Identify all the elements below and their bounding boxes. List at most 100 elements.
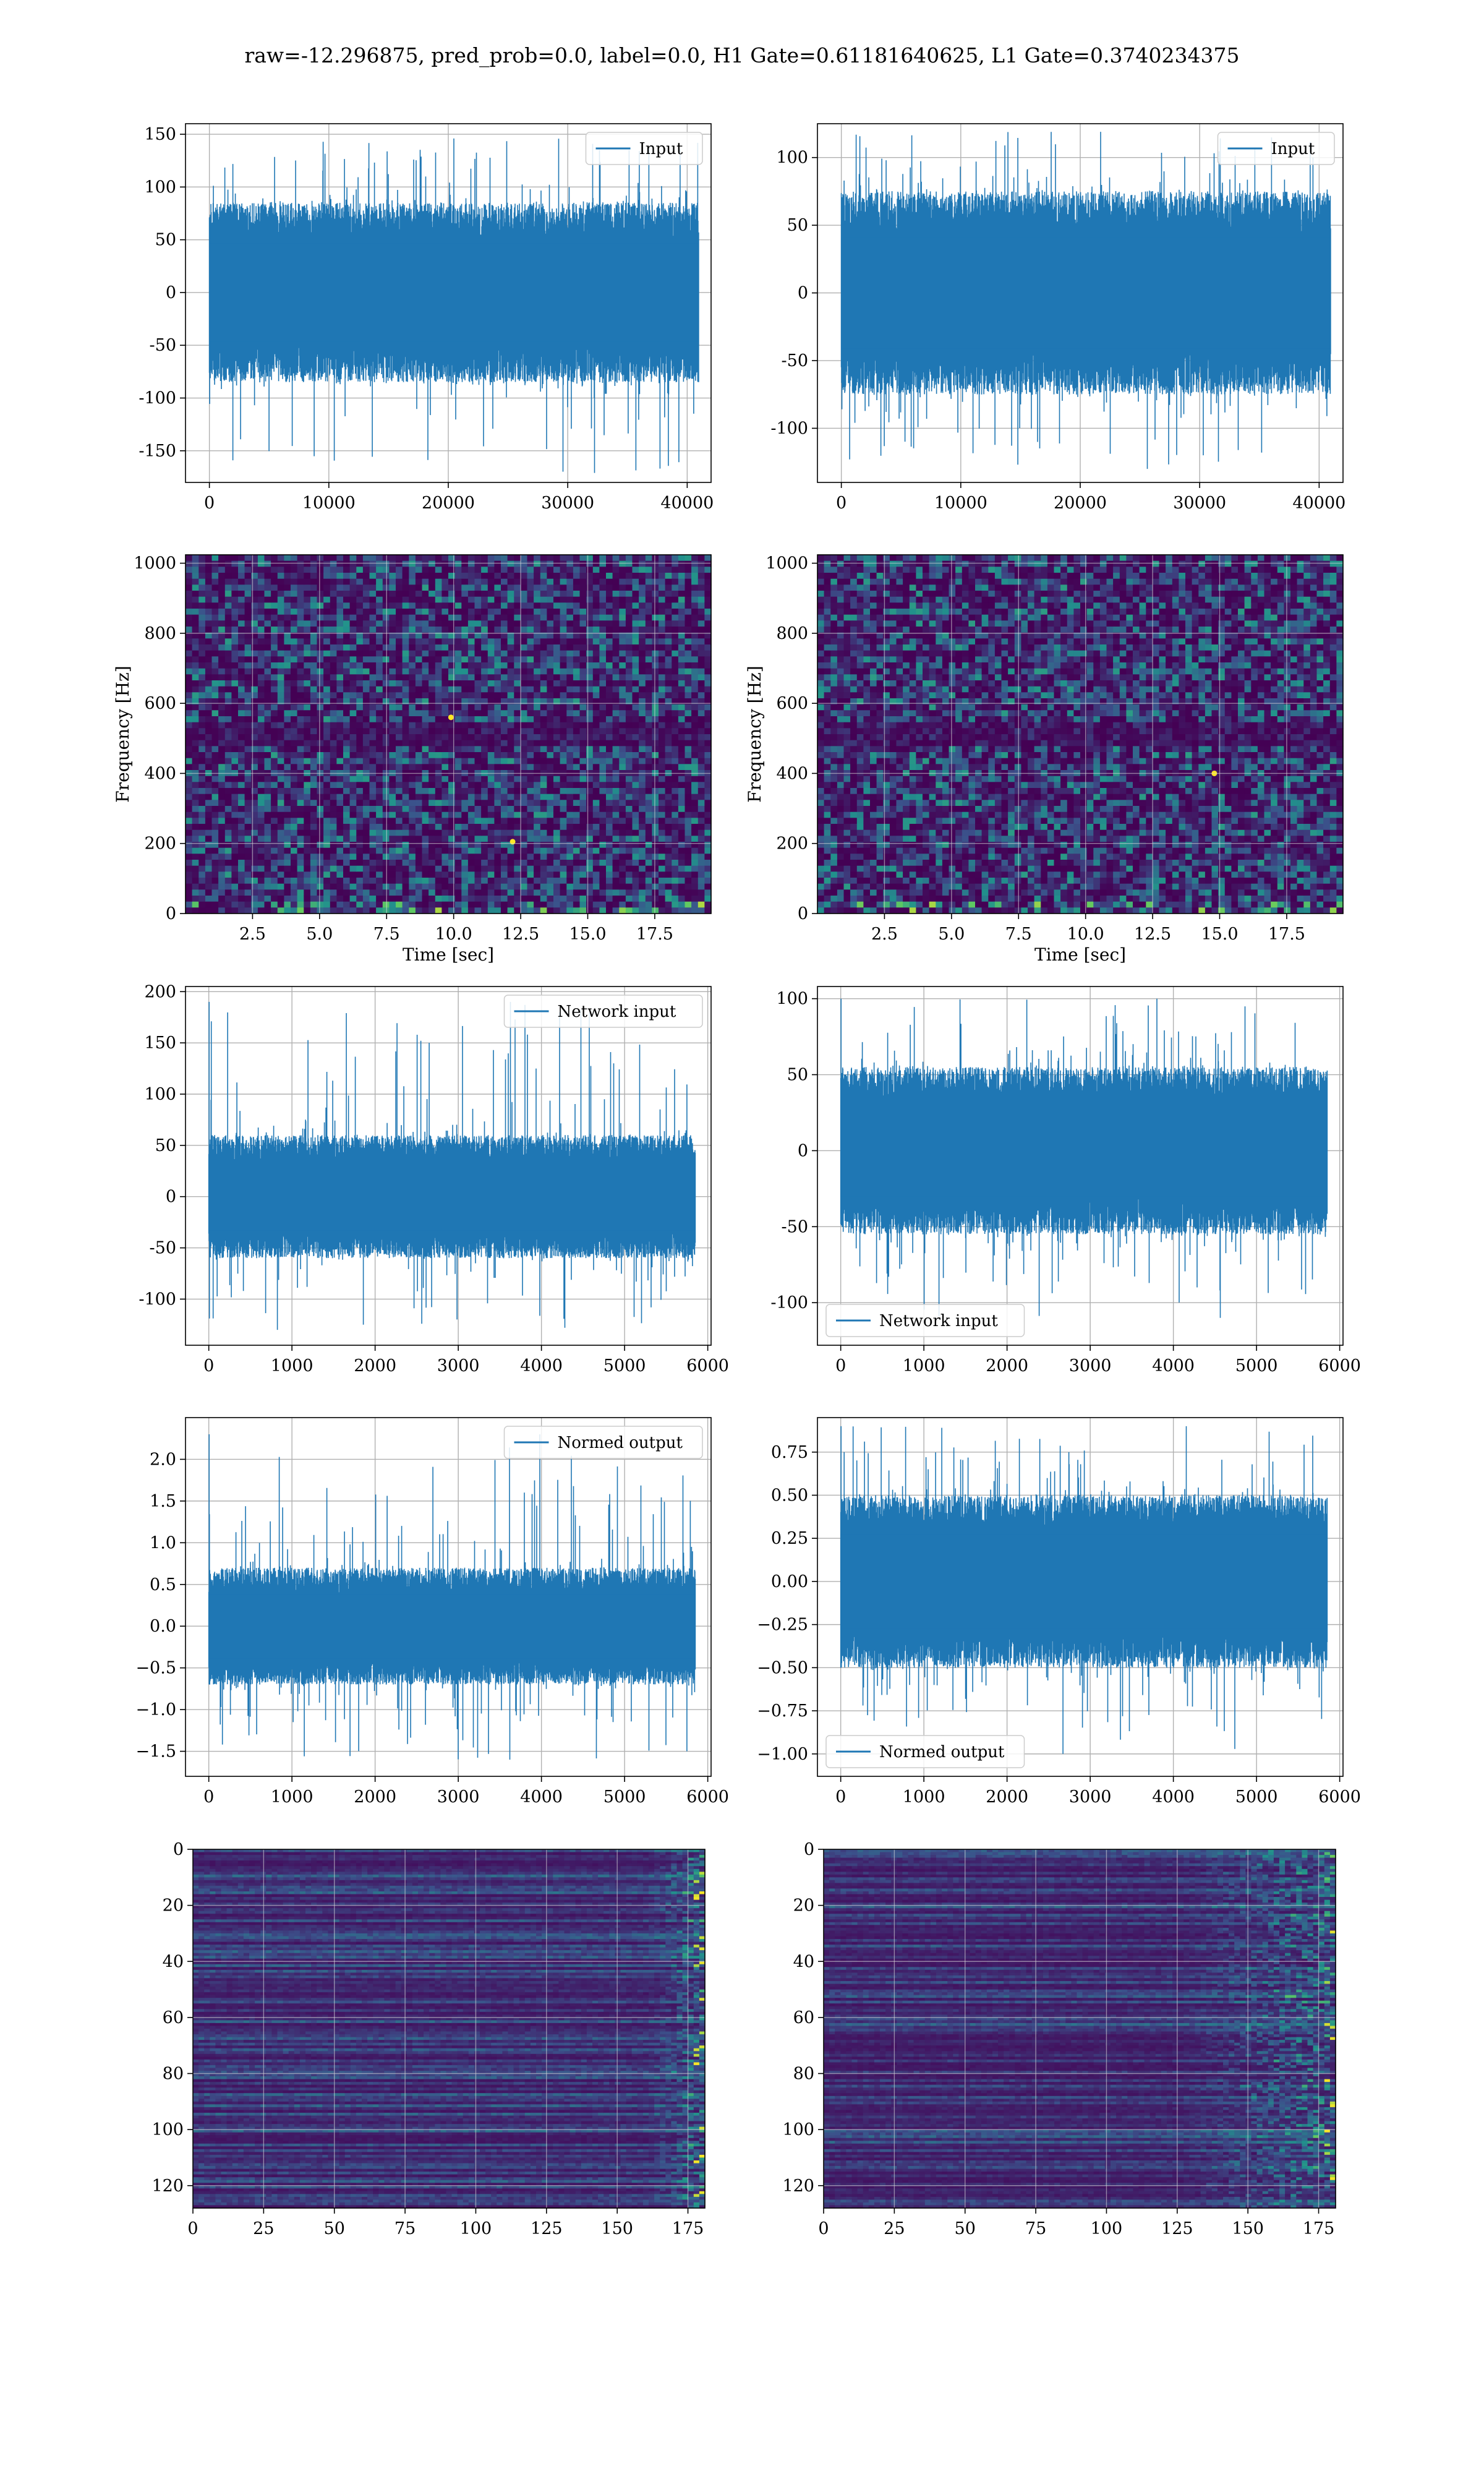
y-tick-label: 40 (793, 1952, 814, 1971)
x-tick-label: 175 (1303, 2219, 1335, 2238)
x-tick-label: 0 (835, 1787, 846, 1807)
y-tick-label: 400 (144, 764, 176, 783)
x-tick-label: 125 (531, 2219, 563, 2238)
legend-label: Input (639, 140, 683, 158)
y-tick-label: 50 (155, 231, 176, 250)
x-tick-label: 40000 (1292, 494, 1345, 513)
y-tick-label: 0.50 (771, 1486, 808, 1505)
y-tick-label: 1.5 (150, 1492, 176, 1511)
x-tick-label: 2000 (986, 1787, 1028, 1807)
subplot-row2-left: 2.5 5.0 7.5 10.0 12.5 15.0 17.5020040060080010… (113, 554, 712, 965)
x-tick-label: 10000 (302, 494, 356, 513)
y-tick-label: 0.00 (771, 1572, 808, 1591)
x-tick-label: 175 (672, 2219, 704, 2238)
y-axis-label: Frequency [Hz] (744, 666, 765, 802)
series-core-band (210, 243, 699, 342)
y-axis-label: Frequency [Hz] (113, 666, 133, 802)
x-tick-label: 50 (955, 2219, 976, 2238)
subplot-row4-left: 0 1000 2000 3000 4000 5000 6000−1.5−1.0−0.50.0… (135, 1418, 729, 1807)
x-tick-label: 40000 (660, 494, 714, 513)
matrix-cells (193, 1849, 706, 2209)
y-tick-label: 0 (166, 1188, 176, 1207)
x-axis-label: Time [sec] (1034, 944, 1126, 965)
x-tick-label: 1000 (271, 1787, 313, 1807)
subplot-row4-right: 0 1000 2000 3000 4000 5000 6000−1.00−0.75−0.50… (757, 1418, 1361, 1807)
x-axis-label: Time [sec] (403, 944, 494, 965)
y-tick-label: 0 (798, 284, 808, 303)
x-tick-label: 1000 (903, 1787, 945, 1807)
legend: Input (586, 132, 703, 165)
x-tick-label: 3000 (437, 1787, 480, 1807)
x-tick-label: 75 (1025, 2219, 1046, 2238)
y-tick-label: 0 (173, 1840, 184, 1859)
x-tick-label: 100 (1091, 2219, 1123, 2238)
subplot-row2-right: 2.5 5.0 7.5 10.0 12.5 15.0 17.5020040060080010… (744, 554, 1344, 965)
legend: Normed output (826, 1736, 1025, 1768)
subplot-row1-left: 0 10000 20000 30000 40000-150-100-5005010015… (139, 124, 714, 513)
y-tick-label: -100 (139, 389, 176, 408)
y-tick-label: 0.75 (771, 1443, 808, 1462)
series-core-band (841, 1105, 1328, 1197)
y-tick-label: 600 (144, 694, 176, 713)
y-tick-label: 0 (166, 904, 176, 923)
series-core-band (842, 237, 1331, 349)
x-tick-label: 20000 (1054, 494, 1107, 513)
legend-label: Network input (558, 1003, 676, 1021)
legend-label: Network input (879, 1312, 998, 1330)
x-tick-label: 100 (460, 2219, 492, 2238)
x-tick-label: 0 (818, 2219, 829, 2238)
y-tick-label: 600 (776, 694, 808, 713)
x-tick-label: 10.0 (1067, 925, 1104, 944)
legend-label: Normed output (879, 1743, 1005, 1761)
y-tick-label: 0 (804, 1840, 814, 1859)
matrix-cells (824, 1849, 1336, 2209)
y-tick-label: 200 (776, 834, 808, 854)
y-tick-label: -100 (139, 1290, 176, 1309)
subplot-row3-left: 0 1000 2000 3000 4000 5000 6000-100-5005010015… (139, 982, 729, 1376)
legend: Network input (826, 1304, 1025, 1337)
spectrogram-cells (186, 555, 712, 914)
y-tick-label: -50 (150, 336, 176, 355)
x-tick-label: 50 (324, 2219, 345, 2238)
series-core-band (209, 1594, 696, 1658)
y-tick-label: −0.75 (757, 1701, 808, 1721)
y-tick-label: 60 (793, 2008, 814, 2027)
x-tick-label: 0 (203, 1787, 214, 1807)
y-tick-label: 100 (782, 2120, 814, 2139)
y-tick-label: -50 (150, 1239, 176, 1258)
x-tick-label: 6000 (686, 1356, 729, 1376)
y-tick-label: 1000 (134, 554, 176, 573)
y-tick-label: −0.50 (757, 1658, 808, 1677)
spectrogram-hotspot (448, 714, 454, 720)
x-tick-label: 2.5 (871, 925, 898, 944)
x-tick-label: 125 (1161, 2219, 1193, 2238)
x-tick-label: 5000 (1235, 1787, 1278, 1807)
x-tick-label: 5.0 (938, 925, 965, 944)
x-tick-label: 6000 (686, 1787, 729, 1807)
x-tick-label: 150 (1232, 2219, 1264, 2238)
y-tick-label: 120 (151, 2177, 184, 2196)
y-tick-label: 1000 (765, 554, 808, 573)
series-core-band (209, 1163, 696, 1230)
y-tick-label: −1.0 (135, 1700, 176, 1719)
x-tick-label: 12.5 (502, 925, 539, 944)
y-tick-label: −0.25 (757, 1616, 808, 1635)
y-tick-label: -100 (770, 419, 808, 438)
x-tick-label: 10000 (934, 494, 987, 513)
x-tick-label: 6000 (1318, 1787, 1361, 1807)
x-tick-label: 4000 (520, 1787, 563, 1807)
y-tick-label: -50 (782, 1217, 808, 1236)
x-tick-label: 2000 (354, 1787, 396, 1807)
y-tick-label: −0.5 (135, 1659, 176, 1678)
legend-label: Input (1271, 140, 1315, 158)
x-tick-label: 30000 (541, 494, 594, 513)
x-tick-label: 1000 (903, 1356, 945, 1376)
y-tick-label: 100 (144, 1085, 176, 1104)
y-tick-label: 0 (166, 283, 176, 302)
x-tick-label: 75 (394, 2219, 416, 2238)
legend-label: Normed output (558, 1434, 683, 1452)
y-tick-label: 400 (776, 764, 808, 783)
x-tick-label: 7.5 (1005, 925, 1032, 944)
y-tick-label: 200 (144, 834, 176, 854)
